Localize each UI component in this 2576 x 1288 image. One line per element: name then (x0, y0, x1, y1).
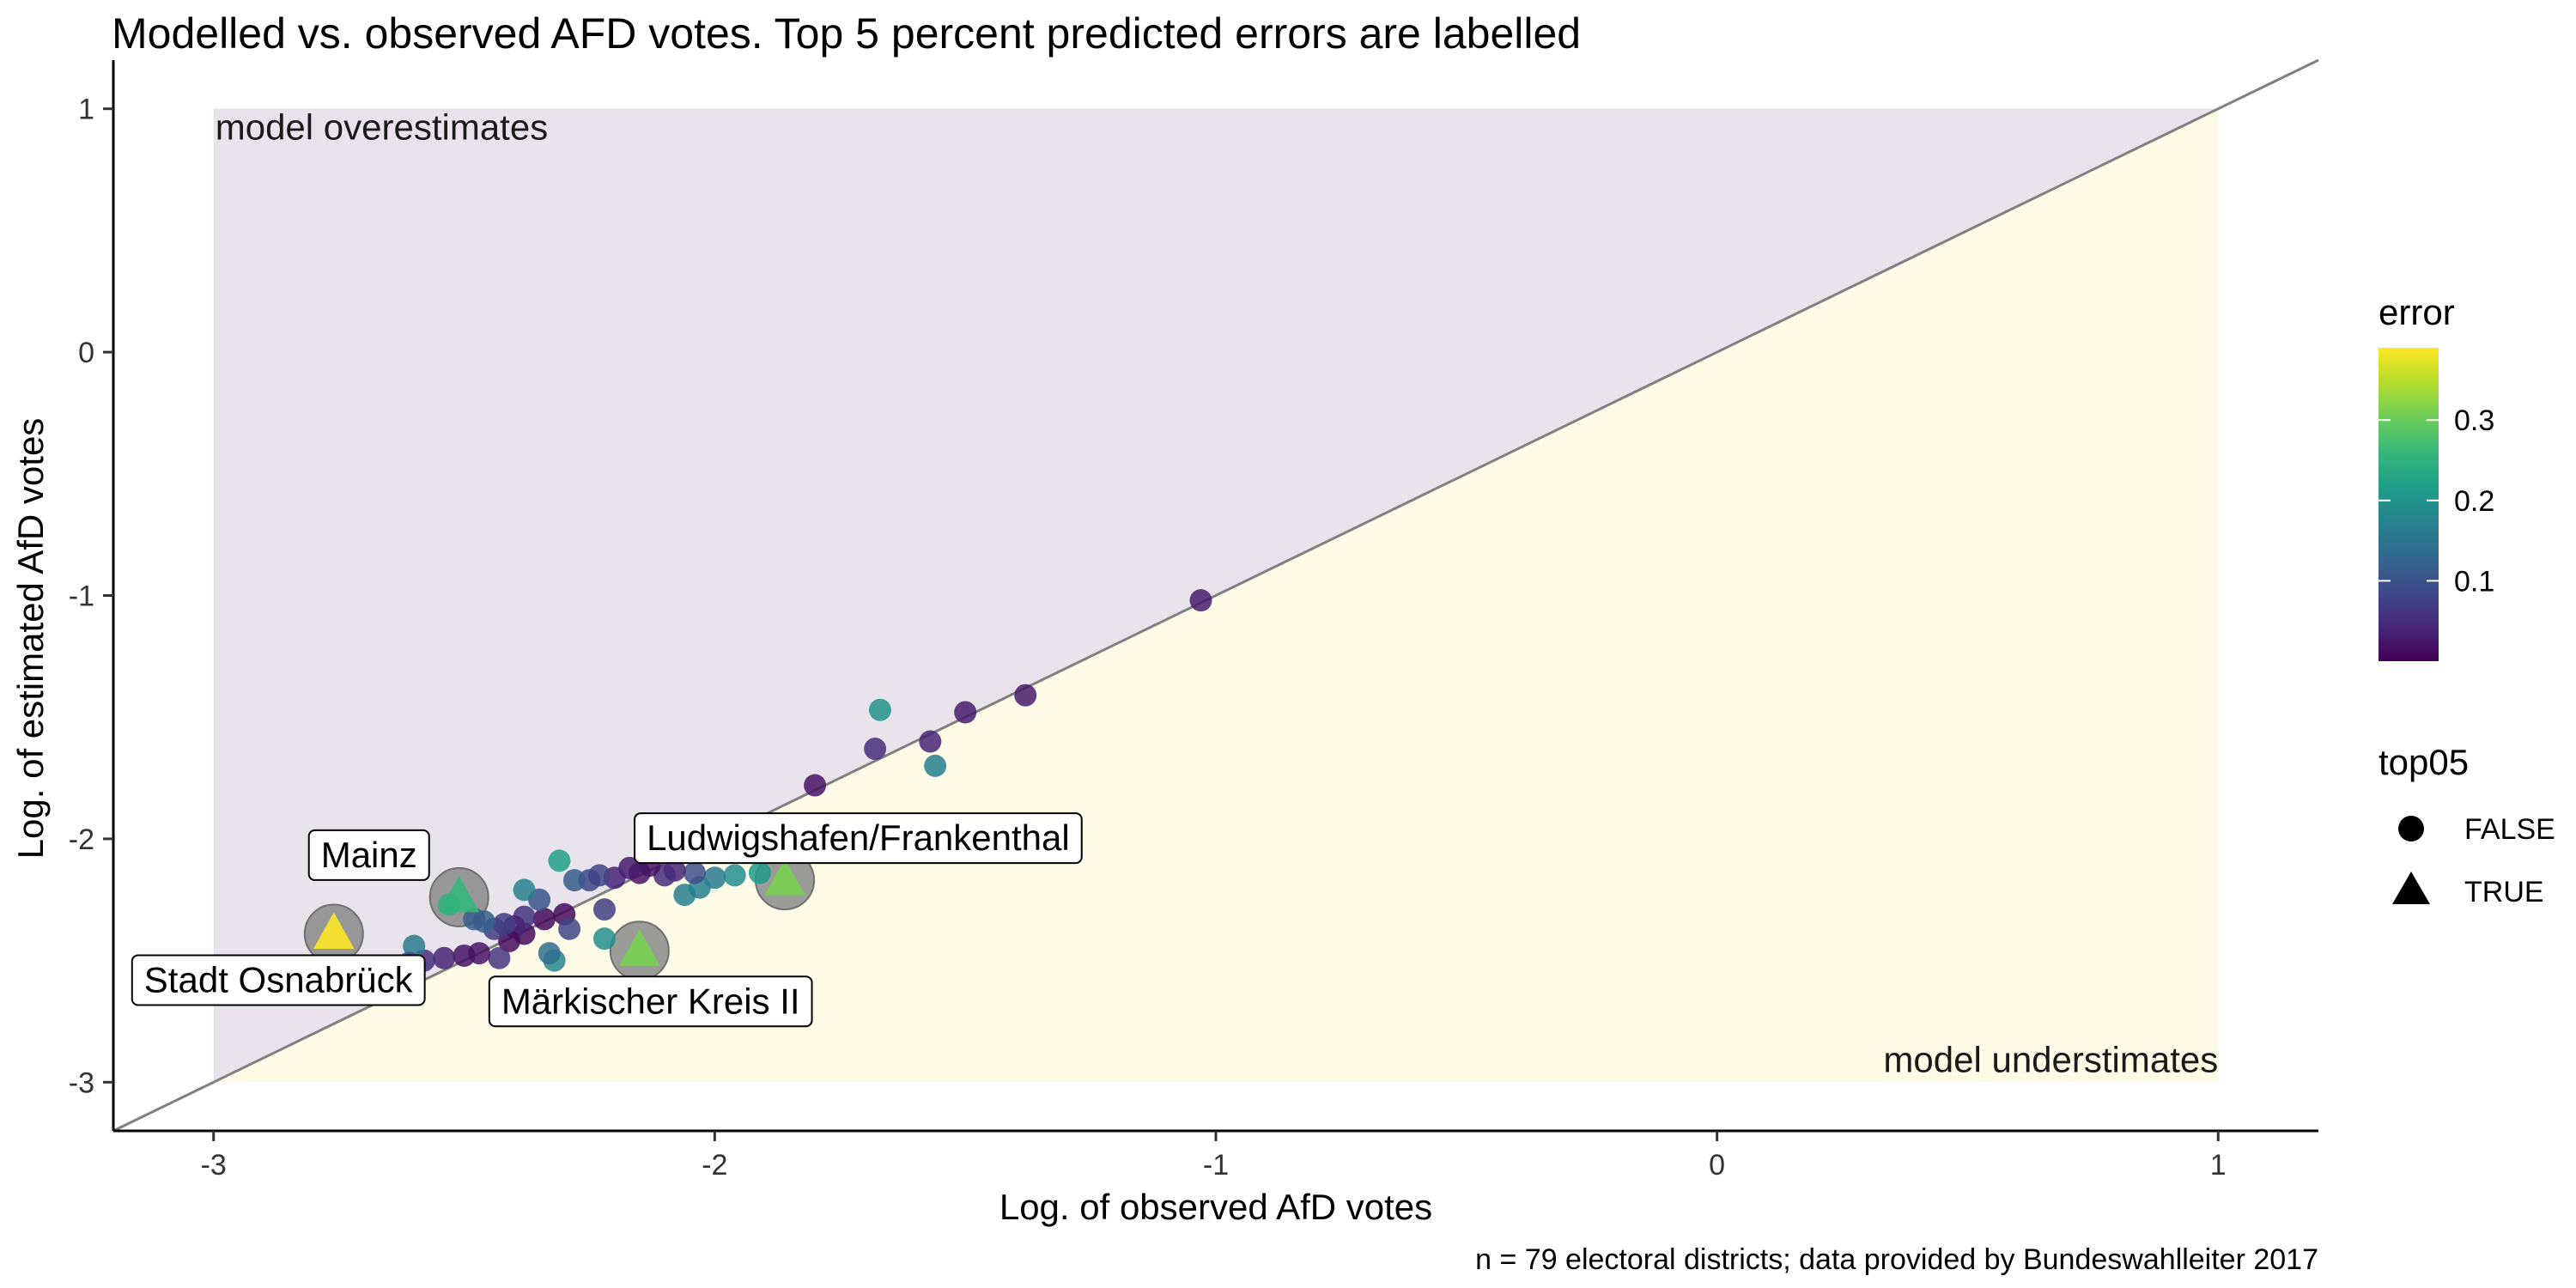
data-point (463, 908, 486, 931)
y-tick-label: -2 (69, 823, 94, 856)
legend-triangle-key (2392, 872, 2430, 904)
x-tick-label: -2 (702, 1149, 727, 1182)
data-point (1014, 683, 1037, 707)
points-layer (303, 589, 1212, 999)
data-point (433, 946, 456, 969)
point-label: Stadt Osnabrück (131, 954, 426, 1006)
legend-colorbar (2379, 348, 2439, 661)
data-point (864, 738, 887, 761)
data-point (924, 754, 947, 777)
y-tick-label: -1 (69, 580, 94, 613)
point-label: Ludwigshafen/Frankenthal (634, 812, 1083, 865)
data-point (1189, 589, 1212, 612)
legend-true-label: TRUE (2464, 876, 2544, 908)
legend: error 0.1 0.2 0.3 top05 FALSE TRUE (2379, 292, 2555, 908)
x-tick-label: 1 (2210, 1149, 2227, 1182)
chart-caption: n = 79 electoral districts; data provide… (1475, 1243, 2318, 1276)
data-point (748, 861, 771, 884)
data-point (673, 884, 696, 907)
legend-error-title: error (2379, 292, 2455, 332)
data-point (498, 929, 521, 952)
data-point (532, 908, 556, 931)
data-point-triangle (764, 859, 805, 896)
y-tick-label: -3 (69, 1066, 94, 1099)
data-point (513, 878, 536, 902)
x-tick-label: -3 (201, 1149, 227, 1182)
legend-false-label: FALSE (2464, 813, 2555, 846)
data-point (683, 861, 707, 884)
x-axis-ticks: -3 -2 -1 0 1 (201, 1131, 2227, 1182)
point-label-box (488, 975, 813, 1028)
point-label: Märkischer Kreis II (488, 975, 813, 1028)
data-point (804, 774, 827, 797)
colorbar-tick-label: 0.2 (2454, 485, 2494, 518)
y-tick-label: 0 (78, 337, 94, 369)
data-point-triangle (313, 912, 355, 949)
legend-top05-title: top05 (2379, 742, 2469, 782)
data-point (558, 917, 581, 940)
data-point (592, 898, 616, 921)
point-label-text: Ludwigshafen/Frankenthal (647, 817, 1070, 858)
chart-title: Modelled vs. observed AFD votes. Top 5 p… (112, 9, 1581, 58)
data-point (403, 934, 426, 957)
colorbar-tick-label: 0.3 (2454, 404, 2494, 437)
x-axis-label: Log. of observed AfD votes (999, 1187, 1432, 1227)
y-axis-label: Log. of estimated AfD votes (10, 418, 51, 860)
data-point (488, 946, 511, 969)
point-label-text: Mainz (321, 835, 417, 875)
data-point (548, 849, 571, 872)
plot-panel: model overestimates model understimates … (112, 58, 2319, 1133)
colorbar-tick-label: 0.1 (2454, 565, 2494, 598)
point-label-text: Märkischer Kreis II (501, 981, 800, 1021)
axes: -3 -2 -1 0 1 -3 -2 -1 0 1 Log. of observed AfD v… (10, 60, 2318, 1227)
point-labels-layer: Ludwigshafen/Frankenthal Märkischer Kreis… (131, 812, 1083, 1028)
x-tick-label: 0 (1709, 1149, 1725, 1182)
region-over-label: model overestimates (216, 107, 549, 148)
x-tick-label: -1 (1203, 1149, 1229, 1182)
y-axis-ticks: -3 -2 -1 0 1 (69, 94, 113, 1099)
data-point (453, 944, 476, 967)
data-point-triangle (619, 929, 660, 966)
data-point (954, 701, 977, 724)
point-label: Mainz (307, 829, 430, 881)
data-point (438, 893, 461, 916)
data-point (592, 927, 616, 951)
data-point (723, 864, 746, 887)
point-label-box (131, 954, 426, 1006)
data-point (562, 869, 586, 892)
data-point (919, 730, 942, 753)
y-tick-label: 1 (78, 94, 94, 126)
region-under-label: model understimates (1883, 1039, 2218, 1079)
point-label-box (634, 812, 1083, 865)
legend-circle-key (2398, 816, 2424, 841)
point-label-text: Stadt Osnabrück (144, 959, 414, 999)
legend-colorbar-ticks: 0.1 0.2 0.3 (2379, 404, 2494, 598)
data-point (538, 942, 561, 965)
data-point (868, 698, 891, 721)
point-label-box (307, 829, 430, 881)
